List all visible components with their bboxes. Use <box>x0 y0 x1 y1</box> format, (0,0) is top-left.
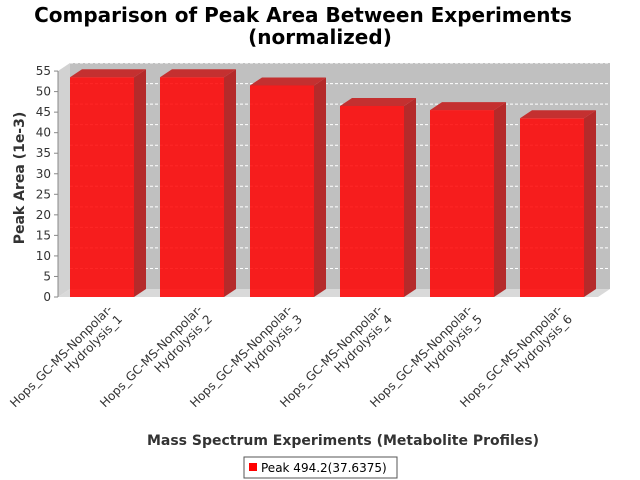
y-tick-label: 25 <box>36 187 51 201</box>
bar <box>160 69 236 297</box>
bar-front <box>430 110 494 297</box>
y-tick-label: 10 <box>36 249 51 263</box>
bar-side <box>224 69 236 297</box>
y-axis-label: Peak Area (1e-3) <box>12 112 28 245</box>
y-tick-label: 5 <box>43 269 51 283</box>
x-axis-label: Mass Spectrum Experiments (Metabolite Pr… <box>147 433 539 449</box>
bar-front <box>160 77 224 297</box>
bar-top <box>340 97 416 106</box>
y-tick-label: 55 <box>36 64 51 78</box>
y-tick-label: 45 <box>36 105 51 119</box>
bar <box>250 77 326 297</box>
plot-area: 0 5 10 15 20 25 30 35 40 45 50 55 Hops_GC-MS-Nonpola… <box>7 62 610 410</box>
bar-side <box>314 77 326 297</box>
bar-side <box>584 110 596 297</box>
chart-subtitle: (normalized) <box>248 25 392 49</box>
plot-left-wall <box>58 63 70 298</box>
bar-front <box>520 118 584 297</box>
y-tick-label: 20 <box>36 208 51 222</box>
y-tick-label: 50 <box>36 85 51 99</box>
bar-top <box>520 110 596 119</box>
bar-side <box>134 69 146 297</box>
legend-label: Peak 494.2(37.6375) <box>261 461 387 475</box>
bar-front <box>340 105 404 297</box>
chart-title: Comparison of Peak Area Between Experime… <box>34 3 572 27</box>
y-tick-label: 40 <box>36 126 51 140</box>
x-tick-label-line: Hops_GC-MS-Nonpolar- <box>7 302 115 410</box>
y-tick-label: 0 <box>43 290 51 304</box>
y-tick-label: 30 <box>36 167 51 181</box>
bar-top <box>250 77 326 86</box>
y-tick-label: 35 <box>36 146 51 160</box>
bar-side <box>404 97 416 297</box>
bar-side <box>494 102 506 297</box>
bar-front <box>250 85 314 297</box>
bar-top <box>160 69 236 78</box>
bar <box>70 69 146 297</box>
bar-top <box>70 69 146 78</box>
bar <box>340 97 416 297</box>
legend-swatch <box>249 463 257 471</box>
bar <box>430 102 506 297</box>
y-tick-label: 15 <box>36 228 51 242</box>
bar-front <box>70 77 134 297</box>
bar-top <box>430 102 506 111</box>
legend: Peak 494.2(37.6375) <box>243 456 398 479</box>
legend-box <box>243 456 398 479</box>
bar <box>520 110 596 297</box>
